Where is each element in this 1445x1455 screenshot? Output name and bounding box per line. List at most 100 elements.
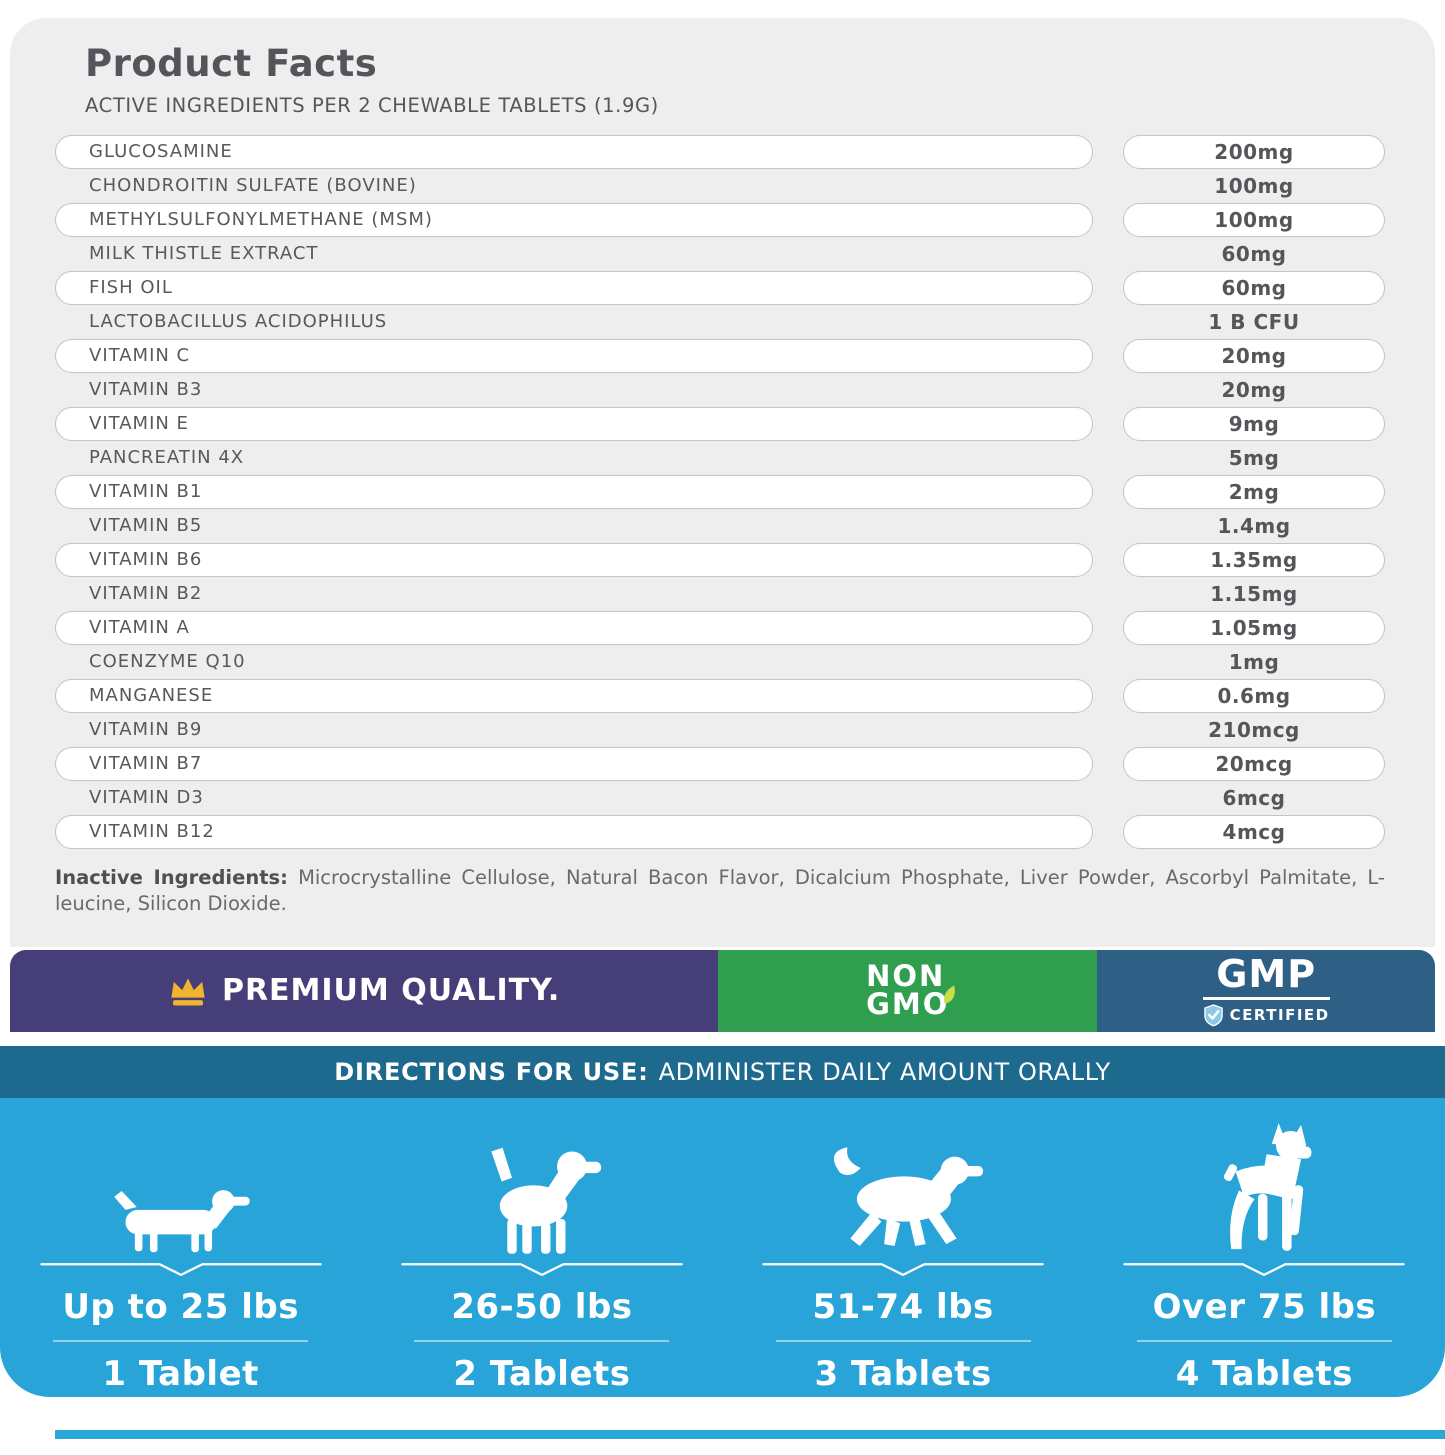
ingredient-name: VITAMIN B9 xyxy=(89,719,203,741)
ingredient-name: VITAMIN B1 xyxy=(55,474,1093,509)
ingredient-name: VITAMIN B7 xyxy=(55,746,1093,781)
bottom-panel-edge xyxy=(55,1429,1445,1439)
dog-illustration xyxy=(1203,1116,1325,1256)
ingredient-name: FISH OIL xyxy=(55,270,1093,305)
ingredient-row: LACTOBACILLUS ACIDOPHILUS 1 B CFU xyxy=(55,305,1385,339)
dosage-column: 51-74 lbs 3 Tablets xyxy=(723,1116,1084,1397)
ingredient-amount: 6mcg xyxy=(1222,785,1286,810)
ingredient-row: VITAMIN B9 210mcg xyxy=(55,713,1385,747)
ingredient-amount: 1.15mg xyxy=(1210,581,1298,606)
ingredient-amount: 20mg xyxy=(1221,377,1287,402)
inactive-ingredients: Inactive Ingredients: Microcrystalline C… xyxy=(55,865,1385,917)
weight-range-label: Up to 25 lbs xyxy=(62,1286,299,1327)
ingredient-name: VITAMIN B12 xyxy=(55,814,1093,849)
ingredient-name: VITAMIN B6 xyxy=(55,542,1093,577)
non-gmo-line1: NON xyxy=(866,958,946,993)
chevron-divider-icon xyxy=(392,1262,692,1278)
premium-quality-label: PREMIUM QUALITY. xyxy=(221,973,561,1009)
dog-illustration xyxy=(481,1116,603,1256)
puppy-dog-icon xyxy=(481,1138,603,1256)
dosage-column: Up to 25 lbs 1 Tablet xyxy=(0,1116,361,1397)
ingredient-row: COENZYME Q10 1mg xyxy=(55,645,1385,679)
tablet-count-label: 1 Tablet xyxy=(102,1353,259,1394)
retriever-dog-icon xyxy=(823,1142,983,1256)
ingredient-amount: 1mg xyxy=(1228,649,1280,674)
ingredient-name: MILK THISTLE EXTRACT xyxy=(89,243,319,265)
ingredient-name: VITAMIN E xyxy=(55,406,1093,441)
ingredient-name: VITAMIN A xyxy=(55,610,1093,645)
ingredient-row: VITAMIN E 9mg xyxy=(55,406,1385,441)
ingredient-name: LACTOBACILLUS ACIDOPHILUS xyxy=(89,311,388,333)
ingredient-name: VITAMIN D3 xyxy=(89,787,204,809)
ingredient-amount: 1.35mg xyxy=(1123,542,1385,577)
ingredient-row: GLUCOSAMINE 200mg xyxy=(55,134,1385,169)
directions-text: ADMINISTER DAILY AMOUNT ORALLY xyxy=(658,1057,1111,1086)
ingredient-row: MANGANESE 0.6mg xyxy=(55,678,1385,713)
dose-divider xyxy=(53,1339,309,1342)
ingredient-amount: 210mcg xyxy=(1208,717,1300,742)
boxer-dog-icon xyxy=(1203,1118,1325,1256)
ingredient-name: CHONDROITIN SULFATE (BOVINE) xyxy=(89,175,417,197)
non-gmo-label: NON GMO xyxy=(866,958,956,1021)
shield-check-icon xyxy=(1203,1003,1223,1027)
dose-divider xyxy=(1136,1339,1392,1342)
dosage-panel: Up to 25 lbs 1 Tablet 26-50 lbs 2 Tablet… xyxy=(0,1097,1445,1397)
ingredient-amount: 20mg xyxy=(1123,338,1385,373)
dose-divider xyxy=(775,1339,1031,1342)
gmp-certified-badge: GMP CERTIFIED xyxy=(1097,949,1435,1032)
ingredient-row: CHONDROITIN SULFATE (BOVINE) 100mg xyxy=(55,169,1385,203)
dosage-column: 26-50 lbs 2 Tablets xyxy=(361,1116,722,1397)
gmp-certified-label: CERTIFIED xyxy=(1229,1006,1330,1025)
ingredient-name: GLUCOSAMINE xyxy=(55,134,1093,169)
leaf-icon xyxy=(944,985,956,1004)
product-facts-card: Product Facts ACTIVE INGREDIENTS PER 2 C… xyxy=(10,18,1435,947)
ingredient-row: VITAMIN B5 1.4mg xyxy=(55,509,1385,543)
ingredient-row: VITAMIN D3 6mcg xyxy=(55,781,1385,815)
premium-quality-badge: PREMIUM QUALITY. xyxy=(10,949,719,1032)
ingredient-row: VITAMIN B2 1.15mg xyxy=(55,577,1385,611)
ingredient-row: VITAMIN A 1.05mg xyxy=(55,610,1385,645)
chevron-divider-icon xyxy=(31,1262,331,1278)
ingredient-row: METHYLSULFONYLMETHANE (MSM) 100mg xyxy=(55,202,1385,237)
ingredient-row: VITAMIN B7 20mcg xyxy=(55,746,1385,781)
ingredient-name: MANGANESE xyxy=(55,678,1093,713)
non-gmo-badge: NON GMO xyxy=(718,949,1098,1032)
dog-illustration xyxy=(823,1116,983,1256)
tablet-count-label: 3 Tablets xyxy=(814,1353,992,1394)
ingredient-amount: 9mg xyxy=(1123,406,1385,441)
ingredient-amount: 1 B CFU xyxy=(1208,309,1300,334)
directions-label: DIRECTIONS FOR USE: xyxy=(334,1057,649,1086)
weight-range-label: 51-74 lbs xyxy=(812,1286,994,1327)
ingredient-amount: 1.05mg xyxy=(1123,610,1385,645)
ingredient-name: COENZYME Q10 xyxy=(89,651,246,673)
ingredient-amount: 5mg xyxy=(1228,445,1280,470)
ingredient-row: PANCREATIN 4X 5mg xyxy=(55,441,1385,475)
inactive-ingredients-text: Microcrystalline Cellulose, Natural Baco… xyxy=(55,865,1385,915)
ingredient-name: VITAMIN B5 xyxy=(89,515,203,537)
weight-range-label: 26-50 lbs xyxy=(451,1286,633,1327)
dachshund-dog-icon xyxy=(110,1176,252,1256)
ingredient-name: PANCREATIN 4X xyxy=(89,447,245,469)
ingredient-row: FISH OIL 60mg xyxy=(55,270,1385,305)
chevron-divider-icon xyxy=(1114,1262,1414,1278)
ingredient-row: VITAMIN B3 20mg xyxy=(55,373,1385,407)
ingredient-amount: 200mg xyxy=(1123,134,1385,169)
ingredient-amount: 100mg xyxy=(1214,173,1294,198)
ingredient-amount: 60mg xyxy=(1123,270,1385,305)
certification-badges-band: PREMIUM QUALITY. NON GMO GMP CERTIFIED xyxy=(10,949,1435,1032)
ingredient-amount: 100mg xyxy=(1123,202,1385,237)
non-gmo-line2: GMO xyxy=(866,986,950,1021)
ingredient-name: METHYLSULFONYLMETHANE (MSM) xyxy=(55,202,1093,237)
gmp-inner: GMP CERTIFIED xyxy=(1202,955,1330,1027)
gmp-subtitle-row: CERTIFIED xyxy=(1202,996,1330,1027)
crown-icon xyxy=(171,978,205,1006)
ingredient-amount: 2mg xyxy=(1123,474,1385,509)
tablet-count-label: 2 Tablets xyxy=(453,1353,631,1394)
weight-range-label: Over 75 lbs xyxy=(1152,1286,1377,1327)
ingredient-amount: 60mg xyxy=(1221,241,1287,266)
ingredient-name: VITAMIN B2 xyxy=(89,583,203,605)
ingredient-amount: 0.6mg xyxy=(1123,678,1385,713)
page-title: Product Facts xyxy=(85,42,378,85)
inactive-ingredients-label: Inactive Ingredients: xyxy=(55,865,288,889)
ingredient-row: VITAMIN B1 2mg xyxy=(55,474,1385,509)
